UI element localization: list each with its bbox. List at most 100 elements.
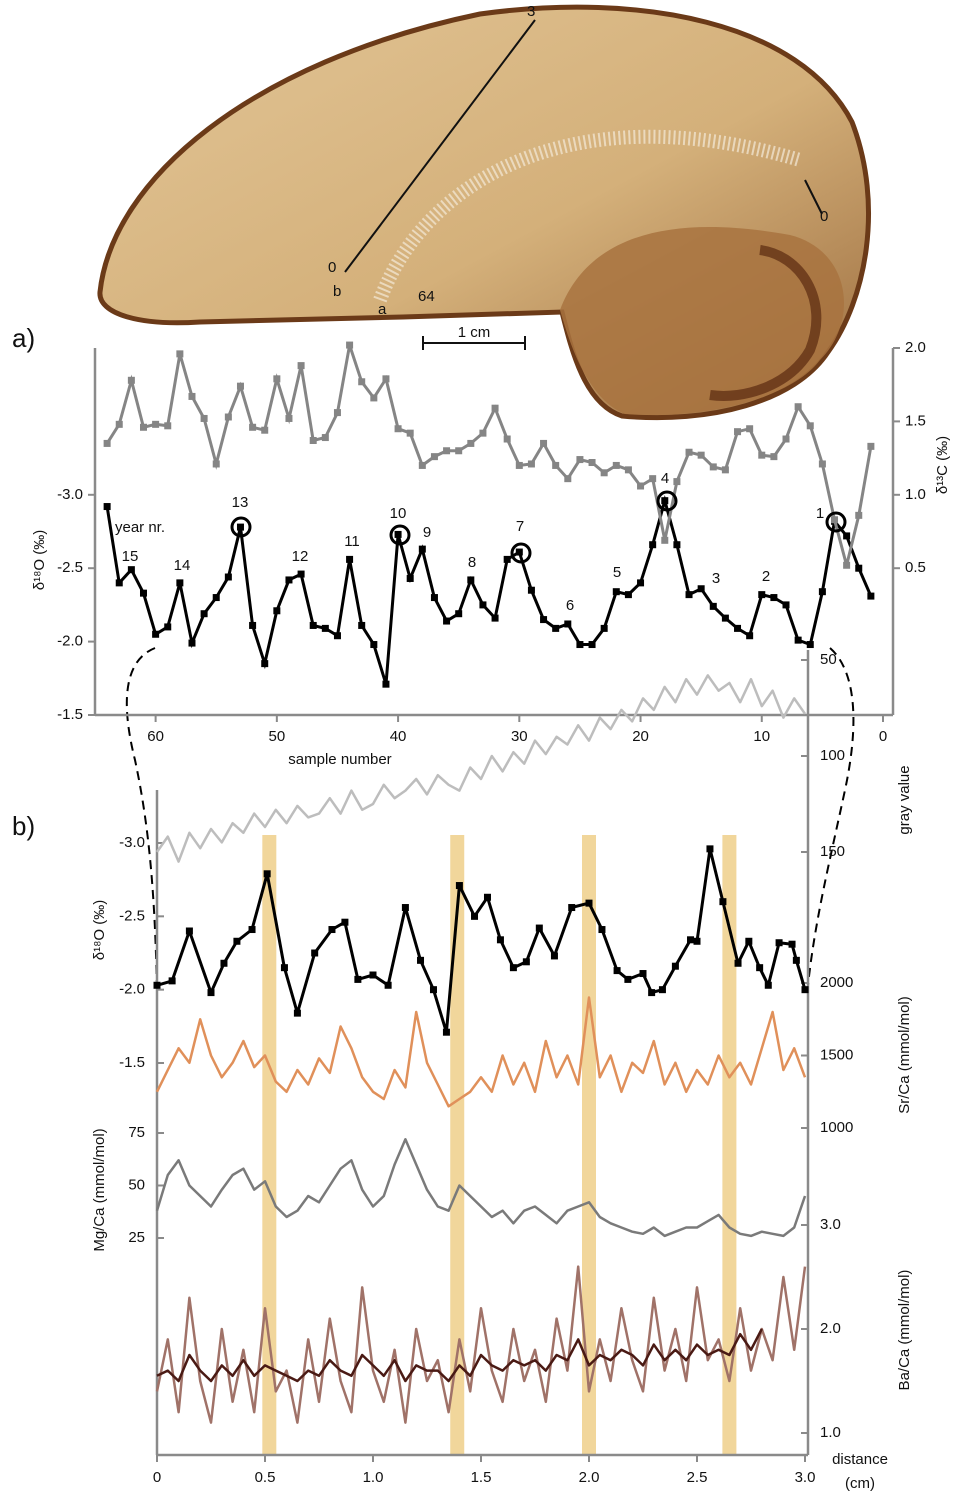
- data-point: [588, 459, 596, 467]
- data-point: [418, 461, 426, 469]
- data-point: [693, 937, 701, 945]
- data-point: [153, 981, 161, 989]
- data-point: [855, 564, 863, 572]
- x-tick-label: 30: [511, 728, 528, 745]
- data-point: [176, 579, 184, 587]
- data-point: [661, 536, 669, 544]
- data-point: [261, 426, 269, 434]
- y2-tick-label: 2.0: [905, 339, 926, 356]
- y-tick-label: -2.5: [119, 907, 145, 924]
- data-point: [801, 986, 809, 994]
- data-point: [370, 641, 378, 649]
- data-point: [168, 977, 176, 985]
- data-point: [471, 912, 479, 920]
- year-label: 9: [423, 524, 431, 541]
- data-point: [483, 893, 491, 901]
- x-axis-label: distance: [832, 1451, 888, 1468]
- data-point: [127, 566, 135, 574]
- data-point: [236, 382, 244, 390]
- x-tick-label: 2.0: [579, 1469, 600, 1486]
- data-point: [417, 956, 425, 964]
- data-point: [321, 624, 329, 632]
- data-point: [550, 952, 558, 960]
- data-point: [552, 624, 560, 632]
- data-point: [540, 439, 548, 447]
- year-label: year nr.: [115, 519, 165, 536]
- x-tick-label: 40: [390, 728, 407, 745]
- y-tick-label: 75: [128, 1124, 145, 1141]
- data-point: [346, 341, 354, 349]
- data-point: [139, 589, 147, 597]
- photo-label: b: [333, 283, 341, 300]
- data-point: [503, 435, 511, 443]
- data-point: [224, 413, 232, 421]
- data-point: [624, 591, 632, 599]
- data-point: [671, 962, 679, 970]
- data-point: [649, 475, 657, 483]
- axis-label: Ba/Ca (mmol/mol): [896, 1270, 913, 1391]
- y-tick-label: -2.5: [57, 559, 83, 576]
- year-label: 12: [292, 548, 309, 565]
- x-tick-label: 0.5: [255, 1469, 276, 1486]
- data-point: [467, 439, 475, 447]
- x-tick-label: 3.0: [795, 1469, 816, 1486]
- data-point: [697, 585, 705, 593]
- y-tick-label: -3.0: [119, 834, 145, 851]
- data-point: [637, 579, 645, 587]
- y-tick-label: -2.0: [57, 633, 83, 650]
- x-tick-label: 50: [269, 728, 286, 745]
- data-point: [515, 461, 523, 469]
- data-point: [770, 453, 778, 461]
- data-point: [746, 425, 754, 433]
- y-tick-label: 50: [128, 1176, 145, 1193]
- data-point: [261, 660, 269, 668]
- data-point: [843, 561, 851, 569]
- data-point: [818, 460, 826, 468]
- data-point: [496, 936, 504, 944]
- y2-tick-label: 0.5: [905, 559, 926, 576]
- data-point: [867, 592, 875, 600]
- data-point: [794, 636, 802, 644]
- data-point: [794, 403, 802, 411]
- data-point: [585, 899, 593, 907]
- data-point: [443, 447, 451, 455]
- data-point: [176, 350, 184, 358]
- year-label: 14: [174, 557, 191, 574]
- data-point: [479, 429, 487, 437]
- data-point: [285, 414, 293, 422]
- data-line: [155, 674, 807, 863]
- data-point: [522, 958, 530, 966]
- data-point: [249, 621, 257, 629]
- data-point: [152, 420, 160, 428]
- data-point: [328, 926, 336, 934]
- data-point: [661, 497, 669, 505]
- axis-label: gray value: [896, 765, 913, 834]
- data-point: [321, 434, 329, 442]
- data-point: [649, 541, 657, 549]
- data-point: [479, 601, 487, 609]
- data-point: [673, 541, 681, 549]
- data-line: [105, 344, 873, 566]
- data-point: [764, 981, 772, 989]
- data-point: [273, 375, 281, 383]
- data-point: [406, 574, 414, 582]
- data-point: [164, 422, 172, 430]
- x-tick-label: 0: [153, 1469, 161, 1486]
- data-point: [354, 975, 362, 983]
- data-line: [155, 996, 807, 1108]
- highlight-band: [450, 835, 465, 1455]
- highlight-band: [262, 835, 277, 1455]
- y2-tick-label: 100: [820, 747, 845, 764]
- data-point: [443, 617, 451, 625]
- data-point: [527, 586, 535, 594]
- data-point: [491, 404, 499, 412]
- y2-tick-label: 3.0: [820, 1216, 841, 1233]
- y2-tick-label: 2.0: [820, 1320, 841, 1337]
- data-point: [224, 573, 232, 581]
- x-tick-label: 1.0: [363, 1469, 384, 1486]
- data-point: [369, 971, 377, 979]
- year-circle: [230, 516, 252, 538]
- data-point: [341, 918, 349, 926]
- data-point: [212, 594, 220, 602]
